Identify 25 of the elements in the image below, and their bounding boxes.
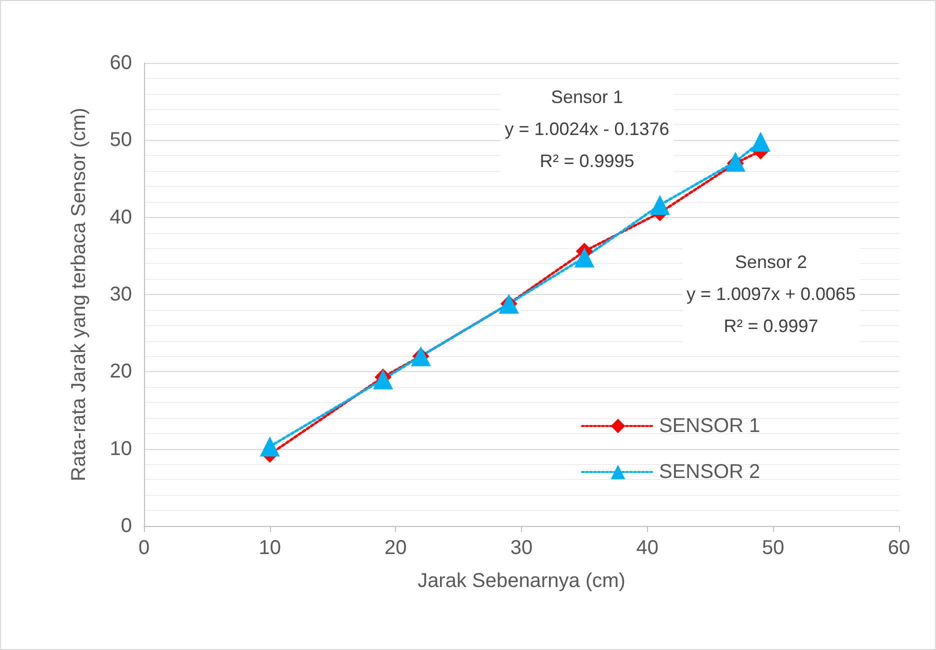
point (373, 369, 394, 390)
x-tick-label: 0 (138, 537, 150, 559)
legend-label: SENSOR 1 (659, 415, 760, 437)
point (650, 194, 670, 215)
point (750, 132, 771, 152)
annotation: Sensor 1 y = 1.0024x - 0.1376 R² = 0.9995 (504, 87, 670, 171)
x-tick-label: 20 (384, 537, 407, 559)
x-tick-label: 10 (258, 537, 281, 559)
y-tick-label: 0 (120, 515, 132, 537)
x-axis-title: Jarak Sebenarnya (cm) (418, 570, 626, 592)
legend-label: SENSOR 2 (659, 461, 760, 483)
x-tick-label: 50 (762, 537, 784, 559)
x-tick-label: 60 (888, 537, 910, 559)
y-tick-label: 10 (110, 438, 132, 460)
y-tick-label: 30 (110, 284, 132, 306)
point (260, 436, 280, 457)
x-tick-label: 40 (636, 537, 658, 559)
y-tick-label: 60 (110, 52, 132, 74)
y-tick-label: 40 (110, 206, 132, 228)
x-tick-label: 30 (510, 537, 533, 559)
y-tick-label: 20 (110, 360, 132, 383)
point (574, 247, 594, 268)
y-axis-title: Rata-rata Jarak yang terbaca Sensor (cm) (68, 108, 90, 482)
y-tick-label: 50 (110, 129, 132, 152)
annotation: Sensor 2 y = 1.0097x + 0.0065 R² = 0.9997 (686, 252, 856, 336)
